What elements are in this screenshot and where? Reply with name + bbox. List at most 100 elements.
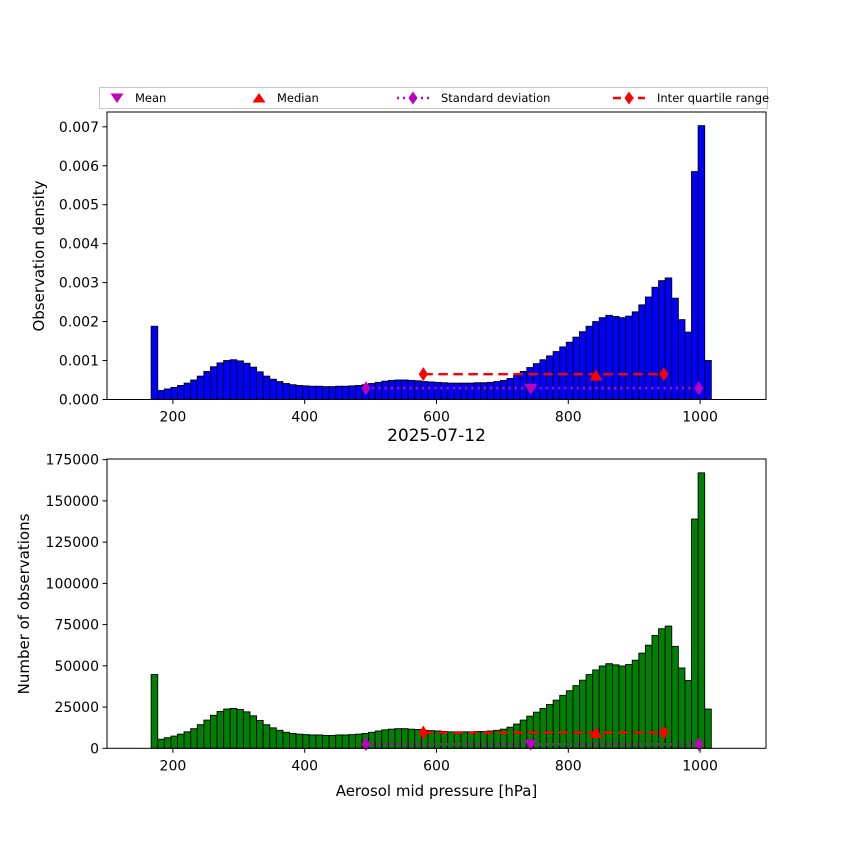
- y-tick-label: 50000: [54, 659, 99, 675]
- histogram-bar: [275, 729, 284, 749]
- histogram-bar: [322, 386, 330, 400]
- histogram-bar: [691, 518, 699, 749]
- observation-density-histogram-x-axis-ticks: 200 400 600 800 1000: [160, 399, 718, 426]
- histogram-bar: [453, 382, 462, 400]
- histogram-bar: [546, 703, 554, 749]
- histogram-bar: [381, 729, 389, 749]
- histogram-bar: [671, 645, 679, 749]
- legend-label-mean: Mean: [135, 91, 167, 105]
- histogram-bar: [308, 385, 317, 400]
- histogram-bar: [315, 734, 323, 749]
- observation-density-histogram: 200 400 600 800 10000.0000.0010.0020.0030.00…: [59, 111, 767, 426]
- histogram-bar: [322, 734, 330, 749]
- histogram-bar: [348, 734, 356, 749]
- std-lower-diamond-icon: [361, 737, 371, 752]
- histogram-bar: [242, 711, 251, 749]
- histogram-bar: [328, 386, 337, 400]
- y-axis-label-density: Observation density: [30, 180, 48, 332]
- y-tick-label: 0: [90, 741, 99, 757]
- histogram-bar: [651, 635, 660, 749]
- histogram-bar: [546, 355, 554, 400]
- histogram-bar: [262, 375, 271, 400]
- x-tick-label: 1000: [682, 410, 718, 426]
- legend-label-standard-deviation: Standard deviation: [441, 91, 551, 105]
- legend-item-median: Median: [252, 88, 319, 108]
- histogram-bar: [480, 382, 488, 400]
- histogram-bar: [565, 341, 574, 400]
- histogram-bar: [354, 733, 363, 749]
- legend: Mean Median Standard deviation Inter qua…: [99, 87, 770, 109]
- histogram-bar: [269, 378, 277, 400]
- histogram-bar: [565, 690, 574, 749]
- y-tick-label: 75000: [54, 618, 99, 634]
- histogram-bar: [203, 719, 211, 749]
- histogram-bar: [486, 381, 495, 400]
- histogram-bar: [216, 711, 225, 749]
- histogram-bar: [210, 366, 218, 400]
- histogram-bar: [658, 280, 666, 400]
- histogram-bar: [150, 325, 159, 400]
- histogram-bar: [163, 737, 172, 749]
- x-tick-label: 1000: [682, 758, 718, 774]
- y-tick-label: 0.005: [59, 198, 99, 214]
- histogram-bar: [183, 731, 192, 749]
- y-tick-label: 125000: [46, 535, 99, 551]
- histogram-bar: [335, 385, 343, 400]
- histogram-bar: [493, 381, 501, 400]
- histogram-bar: [216, 362, 225, 400]
- observation-count-histogram-stat-markers: [361, 725, 704, 752]
- histogram-bar: [460, 382, 468, 400]
- histogram-bar: [335, 734, 343, 749]
- histogram-bar: [289, 384, 297, 400]
- histogram-bar: [684, 680, 692, 749]
- y-tick-label: 25000: [54, 700, 99, 716]
- histogram-bar: [256, 371, 264, 400]
- x-tick-label: 400: [291, 758, 318, 774]
- histogram-bar: [269, 727, 277, 749]
- histogram-bar: [605, 663, 613, 749]
- observation-count-histogram-x-axis-ticks: 200 400 600 800 1000: [160, 748, 718, 774]
- histogram-bar: [236, 709, 244, 749]
- legend-label-inter-quartile-range: Inter quartile range: [657, 91, 770, 105]
- histogram-bar: [229, 707, 238, 749]
- histogram-bar: [401, 379, 409, 400]
- y-tick-label: 175000: [46, 453, 99, 469]
- histogram-bar: [480, 731, 488, 749]
- mean-triangle-down-icon: [110, 93, 124, 103]
- observation-density-histogram-bars: [150, 125, 712, 400]
- histogram-bar: [289, 733, 297, 749]
- observation-density-histogram-stat-markers: [361, 367, 704, 396]
- histogram-bar: [644, 296, 653, 400]
- histogram-bar: [473, 382, 482, 400]
- mean-triangle-down-icon: [524, 383, 538, 395]
- histogram-bar: [460, 731, 468, 749]
- histogram-bar: [440, 382, 449, 400]
- histogram-bar: [420, 381, 429, 400]
- observation-count-histogram-bars: [150, 472, 712, 749]
- histogram-bar: [249, 366, 258, 400]
- histogram-bar: [664, 277, 673, 400]
- histogram-bar: [704, 708, 712, 749]
- histogram-bar: [210, 714, 218, 749]
- histogram-bar: [697, 125, 706, 400]
- histogram-bar: [341, 385, 350, 400]
- histogram-bar: [618, 665, 627, 749]
- histogram-bar: [625, 664, 633, 749]
- histogram-bar: [242, 362, 251, 400]
- histogram-bar: [177, 733, 185, 749]
- histogram-bar: [374, 381, 383, 400]
- histogram-bar: [539, 359, 548, 400]
- x-tick-label: 800: [555, 410, 582, 426]
- histogram-bar: [572, 685, 580, 749]
- histogram-bar: [229, 359, 238, 400]
- histogram-bar: [203, 371, 211, 400]
- observation-density-histogram-y-axis-ticks: 0.000 0.001 0.002 0.003 0.004 0.005 0.006 0.007: [59, 120, 107, 409]
- histogram-bar: [328, 734, 337, 749]
- histogram-bar: [638, 304, 646, 400]
- histogram-bar: [302, 734, 310, 749]
- histogram-bar: [223, 360, 231, 400]
- histogram-bar: [236, 360, 244, 400]
- legend-item-standard-deviation: Standard deviation: [396, 88, 550, 108]
- std-lower-diamond-icon: [361, 381, 371, 396]
- mean-triangle-down-icon: [524, 739, 538, 751]
